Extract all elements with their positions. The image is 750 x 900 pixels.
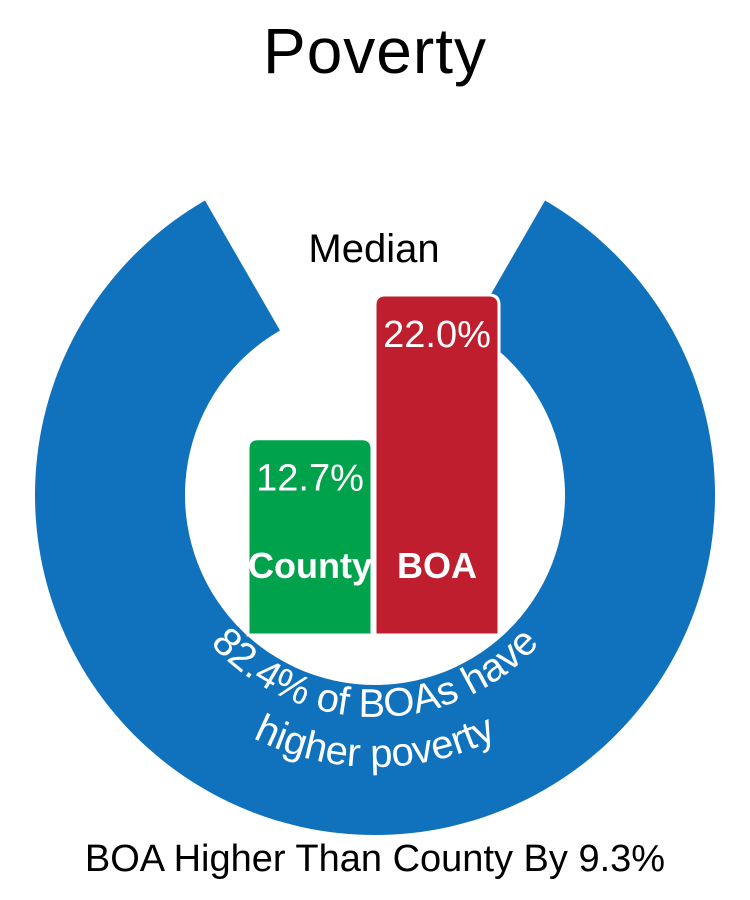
ring-arc [35,200,715,835]
median-heading: Median [308,227,439,271]
bar-county [246,437,374,637]
bar-value-label-boa: 22.0% [383,314,491,356]
bar-category-label-boa: BOA [397,545,477,586]
bar-boa [373,293,501,637]
bar-group: 12.7% County 22.0% BOA [246,293,501,637]
bar-value-label-county: 12.7% [256,458,364,500]
page-title: Poverty [263,15,487,87]
bar-category-label-county: County [248,545,372,586]
footer-note: BOA Higher Than County By 9.3% [84,838,666,880]
